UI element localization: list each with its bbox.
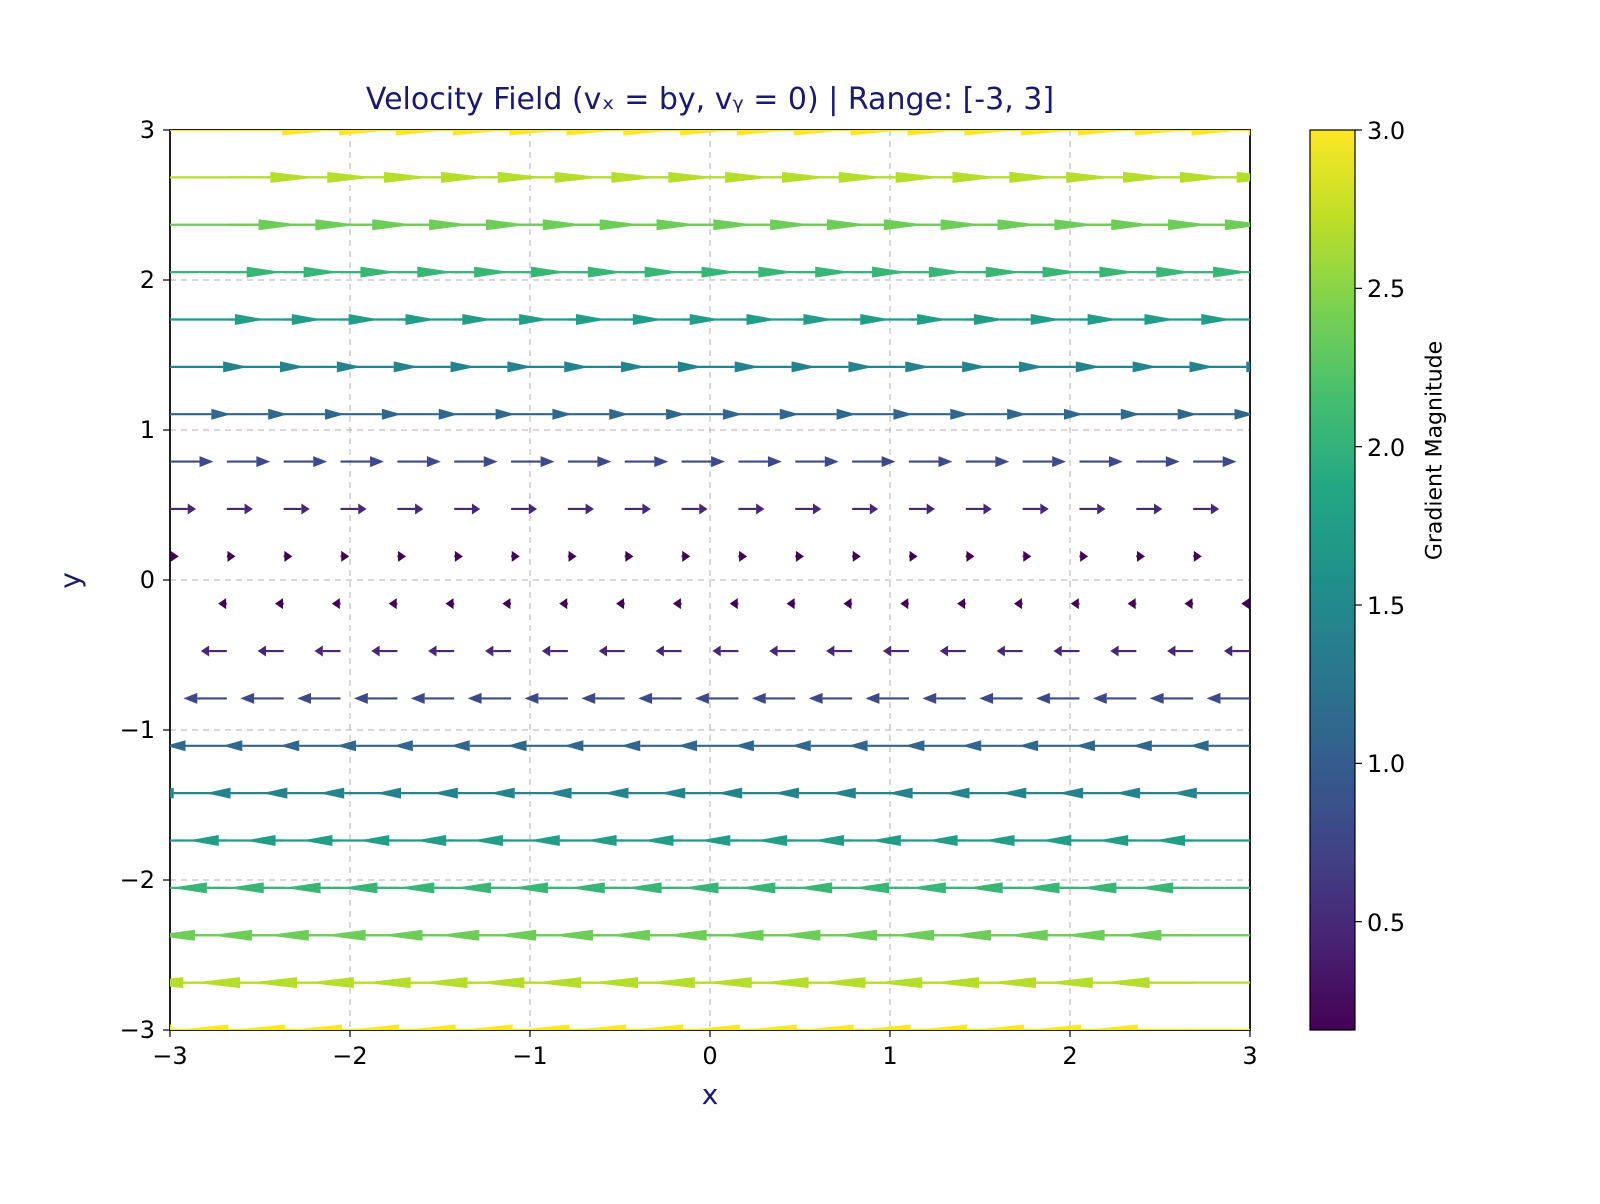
tick-label: 3 bbox=[95, 116, 155, 144]
tick-label: 1.5 bbox=[1367, 592, 1422, 620]
tick-label: −2 bbox=[310, 1042, 390, 1070]
tick-label: 1 bbox=[95, 416, 155, 444]
tick-label: 0.5 bbox=[1367, 909, 1422, 937]
tick-label: 3.0 bbox=[1367, 117, 1422, 145]
tick-label: 2 bbox=[1030, 1042, 1110, 1070]
tick-label: −1 bbox=[95, 716, 155, 744]
tick-label: −3 bbox=[95, 1016, 155, 1044]
tick-label: 2 bbox=[95, 266, 155, 294]
tick-label: 2.0 bbox=[1367, 434, 1422, 462]
tick-label: 3 bbox=[1210, 1042, 1290, 1070]
tick-label: 0 bbox=[95, 566, 155, 594]
chart-title: Velocity Field (vₓ = by, vᵧ = 0) | Range… bbox=[170, 82, 1250, 117]
tick-label: −1 bbox=[490, 1042, 570, 1070]
x-axis-label: x bbox=[170, 1078, 1250, 1111]
tick-label: −2 bbox=[95, 866, 155, 894]
plot-svg bbox=[0, 0, 1600, 1200]
y-axis-label: y bbox=[54, 561, 87, 601]
tick-label: 1 bbox=[850, 1042, 930, 1070]
colorbar-label: Gradient Magnitude bbox=[1423, 321, 1448, 581]
figure: Velocity Field (vₓ = by, vᵧ = 0) | Range… bbox=[0, 0, 1600, 1200]
tick-label: 2.5 bbox=[1367, 275, 1422, 303]
tick-label: 0 bbox=[670, 1042, 750, 1070]
tick-label: −3 bbox=[130, 1042, 210, 1070]
tick-label: 1.0 bbox=[1367, 750, 1422, 778]
